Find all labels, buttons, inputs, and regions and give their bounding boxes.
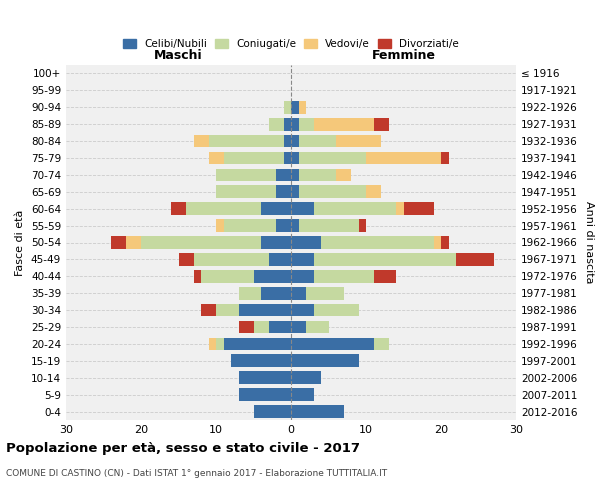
Bar [239,304,291,316]
Bar [299,186,366,198]
Bar [291,220,299,232]
Bar [111,236,126,249]
Bar [269,118,284,130]
Bar [291,168,299,181]
Bar [269,253,291,266]
Bar [209,338,216,350]
Text: COMUNE DI CASTINO (CN) - Dati ISTAT 1° gennaio 2017 - Elaborazione TUTTITALIA.IT: COMUNE DI CASTINO (CN) - Dati ISTAT 1° g… [6,468,387,477]
Bar [291,253,314,266]
Bar [366,152,441,164]
Bar [299,101,306,114]
Bar [171,202,186,215]
Bar [216,304,239,316]
Bar [223,220,276,232]
Bar [433,236,441,249]
Bar [186,202,261,215]
Bar [291,101,299,114]
Bar [299,168,336,181]
Bar [314,202,396,215]
Bar [254,405,291,418]
Bar [216,186,276,198]
Bar [314,304,359,316]
Bar [299,118,314,130]
Bar [193,270,201,282]
Bar [209,134,284,147]
Bar [366,186,381,198]
Bar [291,134,299,147]
Bar [261,287,291,300]
Bar [456,253,493,266]
Legend: Celibi/Nubili, Coniugati/e, Vedovi/e, Divorziati/e: Celibi/Nubili, Coniugati/e, Vedovi/e, Di… [119,34,463,53]
Text: Popolazione per età, sesso e stato civile - 2017: Popolazione per età, sesso e stato civil… [6,442,360,455]
Bar [126,236,141,249]
Bar [216,168,276,181]
Bar [441,236,449,249]
Bar [291,186,299,198]
Bar [231,354,291,367]
Bar [373,270,396,282]
Bar [223,152,284,164]
Bar [373,338,389,350]
Bar [291,338,373,350]
Bar [359,220,366,232]
Bar [396,202,404,215]
Bar [299,152,366,164]
Bar [291,118,299,130]
Bar [314,253,456,266]
Bar [269,320,291,334]
Bar [336,134,381,147]
Bar [239,372,291,384]
Bar [239,388,291,401]
Bar [291,152,299,164]
Bar [216,220,223,232]
Bar [314,270,373,282]
Y-axis label: Anni di nascita: Anni di nascita [584,201,594,284]
Bar [284,152,291,164]
Bar [193,253,269,266]
Text: Maschi: Maschi [154,50,203,62]
Bar [216,338,223,350]
Bar [291,388,314,401]
Bar [336,168,351,181]
Bar [299,220,359,232]
Bar [291,304,314,316]
Bar [284,118,291,130]
Bar [201,304,216,316]
Bar [306,287,343,300]
Bar [291,202,314,215]
Bar [209,152,223,164]
Text: Femmine: Femmine [371,50,436,62]
Bar [299,134,336,147]
Bar [404,202,433,215]
Bar [179,253,193,266]
Bar [193,134,209,147]
Bar [291,405,343,418]
Bar [291,270,314,282]
Bar [223,338,291,350]
Bar [306,320,329,334]
Bar [291,287,306,300]
Bar [261,202,291,215]
Bar [239,320,254,334]
Bar [201,270,254,282]
Bar [254,270,291,282]
Bar [239,287,261,300]
Bar [373,118,389,130]
Bar [254,320,269,334]
Bar [291,354,359,367]
Bar [321,236,433,249]
Bar [284,134,291,147]
Bar [291,372,321,384]
Bar [276,168,291,181]
Bar [441,152,449,164]
Bar [276,220,291,232]
Y-axis label: Fasce di età: Fasce di età [16,210,25,276]
Bar [141,236,261,249]
Bar [291,236,321,249]
Bar [291,320,306,334]
Bar [284,101,291,114]
Bar [276,186,291,198]
Bar [261,236,291,249]
Bar [314,118,373,130]
